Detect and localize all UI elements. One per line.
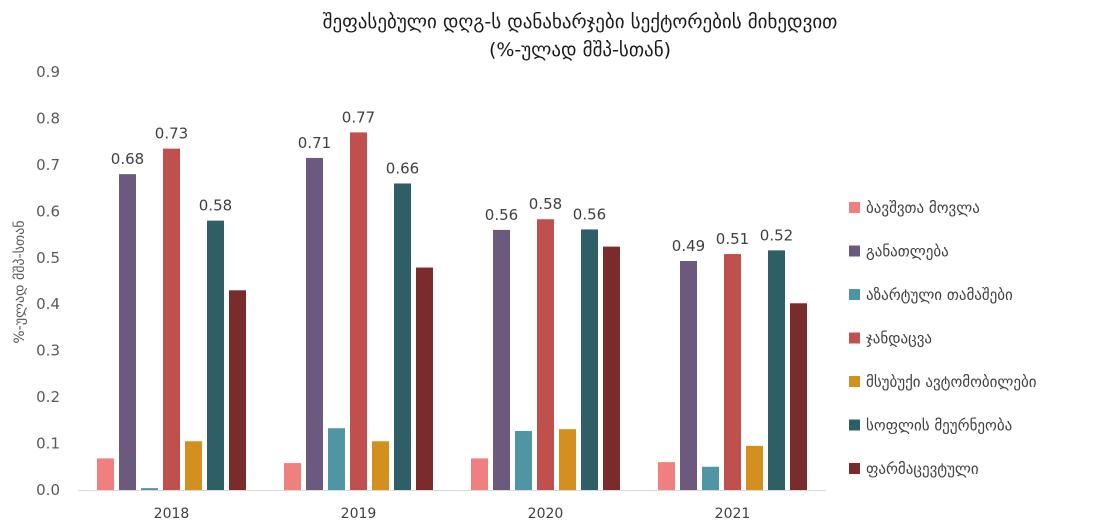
data-label: 0.56 (485, 206, 518, 224)
data-label: 0.73 (155, 125, 188, 143)
data-label: 0.49 (672, 237, 705, 255)
legend-swatch (849, 289, 860, 300)
legend-swatch (849, 419, 860, 431)
bar (559, 429, 576, 490)
legend-label: მსუბუქი ავტომობილები (866, 373, 1037, 391)
x-tick-label: 2019 (341, 506, 377, 522)
bar (119, 174, 136, 490)
chart-title: შეფასებული დღგ-ს დანახარჯები სექტორების … (323, 11, 838, 33)
y-tick-label: 0.2 (36, 388, 60, 406)
y-tick-label: 0.5 (36, 249, 60, 267)
data-label: 0.58 (199, 197, 232, 215)
bar (658, 462, 675, 490)
data-label: 0.58 (529, 195, 562, 213)
legend-swatch (849, 245, 860, 257)
data-label: 0.71 (298, 134, 331, 152)
y-tick-label: 0.1 (36, 435, 60, 453)
bar (185, 441, 202, 490)
plot-area: 0.0 0.1 0.2 0.3 0.4 0.5 0.6 0.7 0.8 0.9 0.68 0.73 0.… (36, 63, 826, 522)
bar (229, 290, 246, 490)
x-tick-label: 2018 (154, 506, 190, 522)
legend-label: აზარტული თამაშები (866, 286, 1013, 304)
legend-label: სოფლის მეურნეობა (866, 417, 1012, 435)
bar (350, 132, 367, 490)
bar (790, 303, 807, 490)
bar (515, 431, 532, 490)
data-label: 0.51 (716, 230, 749, 248)
bar (141, 488, 158, 490)
bar (581, 229, 598, 491)
legend-swatch (849, 332, 860, 344)
bar (493, 229, 510, 490)
x-tick-label: 2021 (715, 506, 751, 522)
chart-subtitle: (%-ულად მშპ-სთან) (489, 39, 671, 61)
data-label: 0.56 (573, 205, 606, 223)
legend-label: ჯანდაცვა (866, 330, 932, 348)
data-label: 0.52 (760, 226, 793, 244)
bar (537, 219, 554, 490)
legend-swatch (849, 202, 860, 213)
legend-swatch (849, 376, 860, 387)
bar (416, 267, 433, 490)
legend-swatch (849, 463, 860, 474)
data-label: 0.66 (386, 159, 419, 177)
bar (284, 463, 301, 490)
y-tick-label: 0.4 (36, 295, 60, 313)
bar (724, 254, 741, 490)
bar (207, 220, 224, 490)
x-tick-label: 2020 (528, 506, 564, 522)
bar (746, 445, 763, 490)
y-tick-label: 0.9 (36, 63, 60, 81)
legend-label: ბავშვთა მოვლა (866, 199, 980, 217)
y-tick-label: 0.8 (36, 109, 60, 127)
y-tick-label: 0.3 (36, 342, 60, 360)
bar (471, 458, 488, 490)
bar (306, 157, 323, 490)
bar (163, 148, 180, 490)
bar (394, 183, 411, 490)
legend-label: განათლება (866, 243, 949, 261)
bar (372, 441, 389, 490)
bar (328, 428, 345, 490)
y-tick-label: 0.7 (36, 156, 60, 174)
bar (768, 250, 785, 490)
data-label: 0.68 (111, 150, 144, 168)
bar (97, 458, 114, 490)
y-tick-label: 0.0 (36, 481, 60, 499)
y-axis-label: %-ულად მშპ-სთან (12, 220, 28, 343)
bar (680, 261, 697, 490)
data-label: 0.77 (342, 108, 375, 126)
bar (603, 246, 620, 490)
legend-label: ფარმაცევტული (866, 460, 979, 478)
bar (702, 466, 719, 490)
y-tick-label: 0.6 (36, 202, 60, 220)
legend: ბავშვთა მოვლა განათლება აზარტული თამაშები ჯ… (849, 199, 1037, 478)
